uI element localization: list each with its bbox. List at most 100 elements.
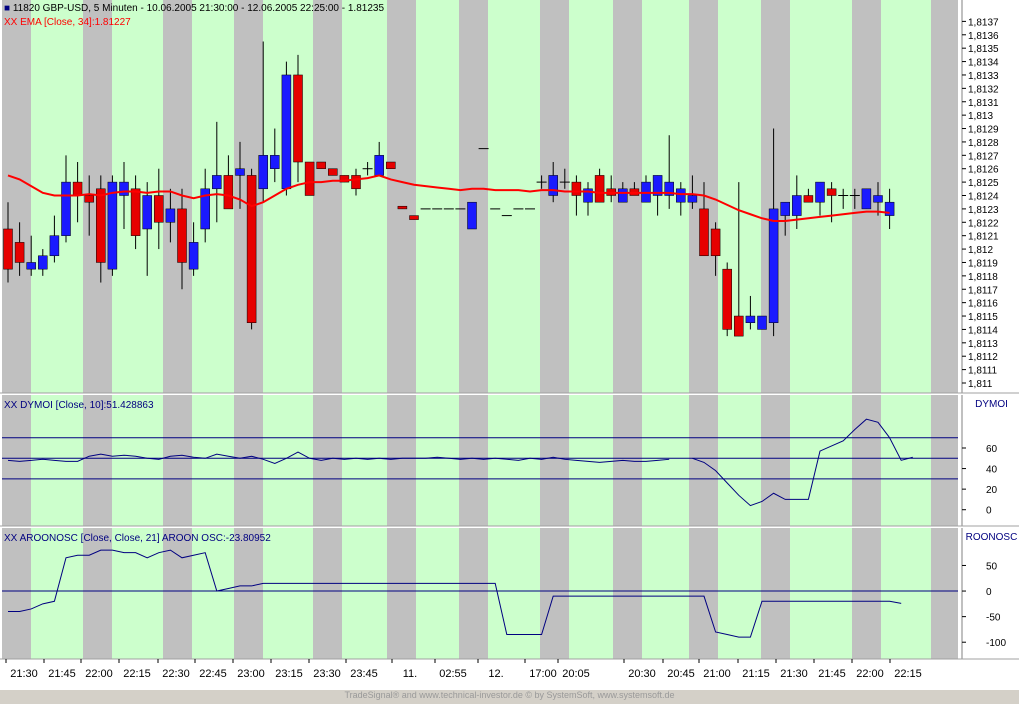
session-band bbox=[342, 395, 387, 526]
session-band bbox=[112, 528, 163, 659]
time-tick-label: 21:30 bbox=[780, 668, 808, 680]
dymoi-line bbox=[692, 418, 913, 507]
time-tick-label: 21:45 bbox=[818, 668, 846, 680]
session-band bbox=[416, 395, 459, 526]
time-tick-label: 22:45 bbox=[199, 668, 227, 680]
session-band bbox=[881, 395, 931, 526]
candle-body bbox=[792, 195, 802, 216]
time-tick-label: 20:45 bbox=[667, 668, 695, 680]
session-band bbox=[263, 395, 313, 526]
time-tick-label: 22:30 bbox=[162, 668, 190, 680]
time-tick-label: 22:15 bbox=[894, 668, 922, 680]
candle-body bbox=[154, 195, 164, 223]
dymoi-tick-label: 0 bbox=[986, 506, 992, 517]
price-tick-label: 1,8127 bbox=[968, 151, 999, 162]
time-tick-label: 20:05 bbox=[562, 668, 590, 680]
price-tick-label: 1,8131 bbox=[968, 98, 999, 109]
candle-body bbox=[3, 228, 13, 270]
candle-body bbox=[223, 175, 234, 210]
candle-body bbox=[826, 188, 837, 196]
aroon-line bbox=[8, 549, 902, 638]
aroon-tick-label: 50 bbox=[986, 561, 998, 572]
candle-body bbox=[200, 188, 210, 230]
candle-body bbox=[142, 195, 152, 230]
session-band bbox=[416, 0, 459, 393]
time-tick-label: 17:00 bbox=[529, 668, 557, 680]
price-tick-label: 1,8134 bbox=[968, 58, 999, 69]
symbol-header-text: 11820 GBP-USD, 5 Minuten - 10.06.2005 21… bbox=[12, 3, 385, 14]
candle-body bbox=[328, 168, 338, 176]
time-tick-label: 21:45 bbox=[48, 668, 76, 680]
price-tick-label: 1,8126 bbox=[968, 165, 999, 176]
session-band bbox=[31, 528, 83, 659]
candle-body bbox=[815, 181, 825, 203]
candle-body bbox=[96, 188, 106, 263]
candle-body bbox=[676, 188, 686, 203]
candle-body bbox=[26, 262, 36, 270]
candle-body bbox=[177, 208, 187, 263]
price-tick-label: 1,8133 bbox=[968, 71, 999, 82]
price-tick-label: 1,8129 bbox=[968, 125, 999, 136]
time-tick-label: 23:15 bbox=[275, 668, 303, 680]
time-tick-label: 02:55 bbox=[439, 668, 467, 680]
candle-body bbox=[861, 188, 872, 210]
candle-body bbox=[351, 175, 361, 190]
candle-body bbox=[304, 161, 315, 196]
candle-body bbox=[768, 208, 779, 323]
time-tick-label: 12. bbox=[488, 668, 503, 680]
price-tick-label: 1,8116 bbox=[968, 299, 998, 310]
price-tick-label: 1,8113 bbox=[968, 339, 998, 350]
session-band bbox=[263, 528, 313, 659]
price-tick-label: 1,8121 bbox=[968, 232, 999, 243]
price-tick-label: 1,8114 bbox=[968, 325, 998, 336]
price-tick-label: 1,8135 bbox=[968, 44, 999, 55]
dymoi-line bbox=[7, 451, 670, 464]
candle-body bbox=[699, 208, 709, 257]
session-band bbox=[342, 0, 387, 393]
session-band bbox=[263, 0, 313, 393]
dymoi-axis-title: DYMOI bbox=[975, 399, 1008, 410]
candle-body bbox=[664, 181, 674, 196]
session-band bbox=[881, 0, 931, 393]
candle-body bbox=[165, 208, 176, 223]
aroon-tick-label: -50 bbox=[986, 613, 1001, 624]
candle-body bbox=[246, 175, 257, 323]
price-tick-label: 1,813 bbox=[968, 111, 993, 122]
candle-body bbox=[722, 268, 732, 330]
candle-body bbox=[409, 215, 419, 220]
price-tick-label: 1,8115 bbox=[968, 312, 998, 323]
price-tick-label: 1,8137 bbox=[968, 17, 999, 28]
candle-body bbox=[293, 74, 303, 163]
session-band bbox=[416, 528, 459, 659]
candle-body bbox=[652, 175, 663, 196]
candle-body bbox=[374, 155, 384, 176]
dymoi-legend-label: XX DYMOI [Close, 10]:51.428863 bbox=[4, 400, 154, 411]
session-band bbox=[790, 528, 852, 659]
dymoi-tick-label: 60 bbox=[986, 444, 998, 455]
candle-body bbox=[745, 315, 756, 323]
candle-body bbox=[397, 205, 408, 210]
time-tick-label: 22:00 bbox=[856, 668, 884, 680]
session-band bbox=[642, 528, 689, 659]
candle-body bbox=[188, 242, 199, 270]
candle-body bbox=[38, 255, 48, 270]
candle-body bbox=[72, 181, 83, 196]
time-tick-label: 22:00 bbox=[85, 668, 113, 680]
price-tick-label: 1,8112 bbox=[968, 352, 998, 363]
time-axis-background bbox=[0, 660, 962, 689]
session-band bbox=[192, 528, 234, 659]
session-band bbox=[718, 395, 761, 526]
time-tick-label: 22:15 bbox=[123, 668, 151, 680]
candle-body bbox=[548, 175, 558, 196]
candle-body bbox=[84, 195, 94, 203]
candle-body bbox=[757, 315, 767, 330]
price-tick-label: 1,811 bbox=[968, 379, 993, 390]
candle-body bbox=[339, 175, 350, 183]
session-band bbox=[790, 395, 852, 526]
dymoi-tick-label: 20 bbox=[986, 485, 998, 496]
price-tick-label: 1,8132 bbox=[968, 84, 999, 95]
candle-body bbox=[281, 74, 292, 190]
price-tick-label: 1,8119 bbox=[968, 258, 998, 269]
candle-body bbox=[687, 195, 698, 203]
